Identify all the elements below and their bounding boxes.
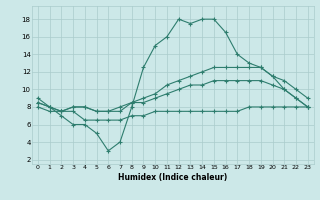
X-axis label: Humidex (Indice chaleur): Humidex (Indice chaleur)	[118, 173, 228, 182]
